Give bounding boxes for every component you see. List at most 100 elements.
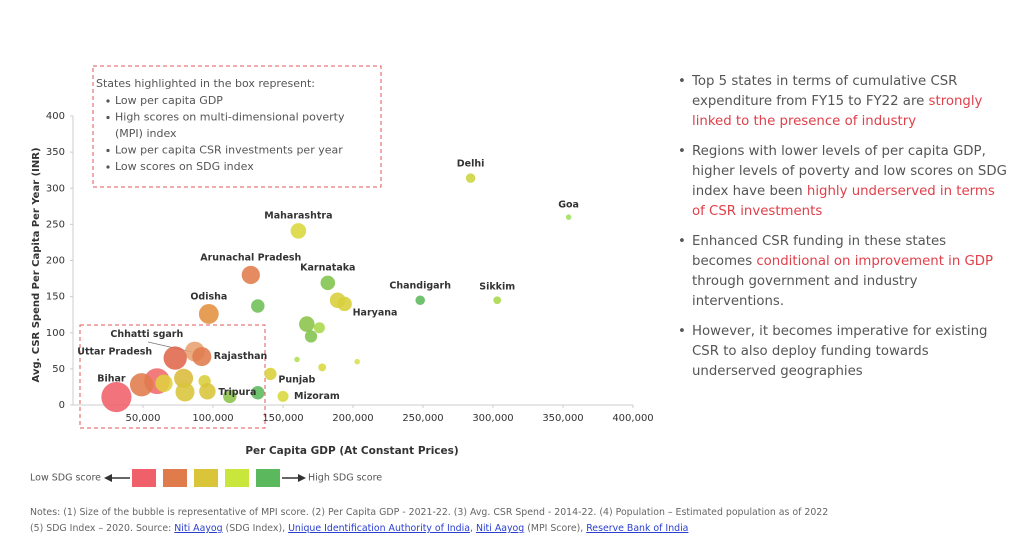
bubble [313,322,325,334]
bullet: However, it becomes imperative for exist… [678,322,1008,382]
bullet-text: Top 5 states in terms of cumulative CSR … [692,74,958,109]
bubble-label: Odisha [190,291,227,302]
note-bullet [106,99,110,103]
y-tick-label: 100 [46,328,65,339]
bubble [565,214,572,220]
note-line: Notes: (1) Size of the bubble is represe… [30,505,828,521]
bubble [264,367,277,381]
y-tick-label: 150 [46,292,65,303]
highlight-text: conditional on improvement in GDP [756,254,994,269]
bullet-text: through government and industry interven… [692,274,918,309]
x-tick-label: 150,000 [262,413,303,424]
x-tick-label: 50,000 [126,413,161,424]
bubble [299,316,315,332]
source-link[interactable]: Unique Identification Authority of India [288,523,470,534]
legend-arrowhead [104,474,112,482]
note-text: (SDG Index), [222,523,289,534]
bubble-label: Karnataka [300,262,355,273]
bubble [415,295,425,306]
highlight-text: strongly linked to the presence of indus… [692,94,983,129]
legend-low: Low SDG score [30,473,101,484]
note-bullet [106,148,110,153]
y-tick-label: 250 [46,219,65,230]
note-item: High scores on multi-dimensional poverty [115,111,345,124]
bubble [290,223,307,239]
note-text: (MPI Score), [524,523,587,534]
y-axis-title: Avg. CSR Spend Per Capita Per Year (INR) [31,147,42,382]
bullet: Regions with lower levels of per capita … [678,142,1008,222]
x-tick-label: 200,000 [332,413,373,424]
source-link[interactable]: Reserve Bank of India [586,523,689,534]
bubble-label: Punjab [278,374,315,385]
note-box [92,65,382,188]
x-tick-label: 400,000 [612,413,653,424]
x-tick-label: 250,000 [402,413,443,424]
sdg-swatch [132,469,156,487]
chart: Avg. CSR Spend Per Capita Per Year (INR)… [30,65,654,487]
note-item: Low per capita CSR investments per year [115,144,343,157]
y-tick-label: 350 [46,147,65,158]
bubble [155,374,173,393]
bubble-label: Mizoram [294,391,340,402]
sdg-swatch [194,469,218,487]
bubble-label: Arunachal Pradesh [200,252,301,263]
note-text: Notes: (1) Size of the bubble is represe… [30,507,829,518]
note-title: States highlighted in the box represent: [96,77,315,90]
bubble [318,363,327,372]
y-tick-label: 50 [52,364,65,375]
y-tick-label: 200 [46,256,65,267]
bubble [354,358,360,365]
bubble-label: Delhi [457,159,485,170]
sdg-swatch [256,469,280,487]
bullet-text: Enhanced CSR funding in these states bec… [692,234,947,269]
source-link[interactable]: Niti Aayog [174,523,223,534]
legend-arrowhead [298,474,306,482]
bubble [192,347,212,367]
bullet: Top 5 states in terms of cumulative CSR … [678,72,1008,132]
bubble [251,385,265,400]
bubble-label: Chhatti sgarh [110,329,183,340]
bubble [241,265,260,285]
bubble-label: Chandigarh [389,281,451,292]
x-tick-label: 300,000 [472,413,513,424]
bubble [304,330,318,343]
bullet-text: However, it becomes imperative for exist… [692,324,988,379]
note-item: Low per capita GDP [115,94,223,107]
bubble [329,292,346,309]
bubble [320,275,336,291]
bubble [198,304,219,324]
bubble-label: Maharashtra [264,210,332,221]
bubble [223,389,237,404]
note-text: (5) SDG Index – 2020. Source: [30,523,175,534]
highlight-box [79,324,266,429]
note-bullet [106,115,110,120]
bubble [277,390,289,402]
y-tick-label: 0 [59,400,65,411]
x-axis-title: Per Capita GDP (At Constant Prices) [245,445,458,457]
note-item: Low scores on SDG index [115,160,254,173]
y-tick-label: 400 [46,111,65,122]
legend-high: High SDG score [308,473,382,484]
bullet-list: Top 5 states in terms of cumulative CSR … [678,72,1008,392]
bubble-label: Tripura [218,387,256,398]
bubble [129,373,154,397]
bubble [199,383,216,400]
source-link[interactable]: Niti Aayog [475,523,525,534]
bubble [174,368,194,388]
bullet-text: Regions with lower levels of per capita … [692,144,1007,199]
bullet: Enhanced CSR funding in these states bec… [678,232,1008,312]
bubble-label: Sikkim [479,282,515,293]
bubble [251,299,265,313]
x-tick-label: 350,000 [542,413,583,424]
y-tick-label: 300 [46,183,65,194]
bubble [163,346,187,370]
note-bullet [106,165,110,169]
bubble [465,173,476,183]
bubble-label: Bihar [97,374,126,385]
note-text: , [469,523,476,534]
bubble-label: Haryana [353,307,398,318]
note-line: (5) SDG Index – 2020. Source: Niti Aayog… [30,521,828,537]
sdg-swatch [225,469,249,487]
note-item: (MPI) index [115,127,177,140]
